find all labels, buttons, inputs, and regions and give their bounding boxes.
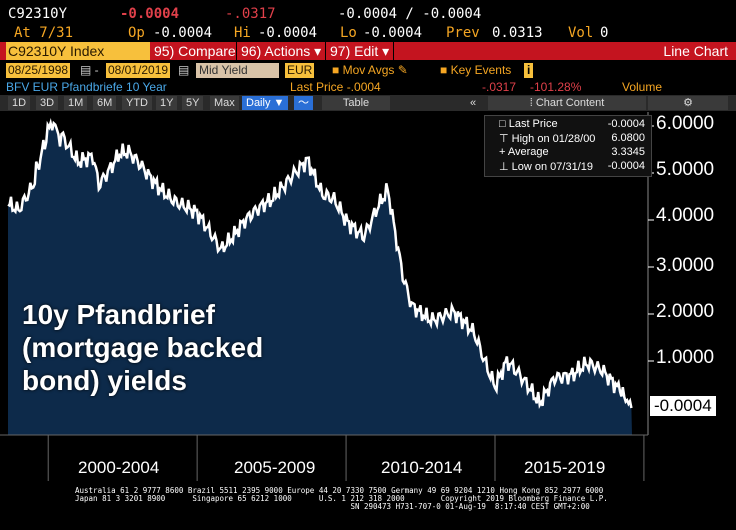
- y-tick-label: 1.0000: [656, 347, 715, 368]
- y-tick-label: 5.0000: [656, 159, 715, 180]
- x-group-label: 2015-2019: [524, 458, 606, 477]
- volume-value: 0: [600, 25, 609, 41]
- volume-label: Volume: [622, 80, 663, 94]
- tab-1d[interactable]: 1D: [8, 96, 31, 110]
- annotation-line: (mortgage backed: [22, 332, 264, 363]
- volume-label: Vol: [568, 25, 594, 41]
- ticker: C92310Y: [8, 6, 68, 22]
- info-icon[interactable]: i: [524, 63, 534, 78]
- annotation-line: bond) yields: [22, 365, 187, 396]
- last-value: -0.0004: [120, 6, 180, 22]
- pct-change-label: -101.28%: [530, 80, 582, 94]
- controls-row: 08/25/1998 ▤ - 08/01/2019 ▤ Mid Yield EU…: [0, 63, 736, 79]
- calendar-icon[interactable]: ▤ -: [80, 63, 99, 77]
- last-price-tag: -0.0004: [650, 396, 716, 416]
- end-date-input[interactable]: 08/01/2019: [106, 63, 171, 78]
- high-value: -0.0004: [258, 25, 318, 41]
- legend-label: High on 01/28/00: [511, 133, 596, 145]
- toolbar: C92310Y Index 95) Compare 96) Actions ▾ …: [0, 42, 736, 60]
- tab-max[interactable]: Max: [210, 96, 239, 110]
- legend-value: 3.3345: [611, 146, 645, 158]
- calendar-icon[interactable]: ▤: [178, 63, 190, 77]
- chart-content-label: Chart Content: [535, 97, 605, 109]
- y-tick-label: 4.0000: [656, 205, 715, 226]
- key-events-label: Key Events: [450, 63, 512, 77]
- legend-value: -0.0004: [607, 160, 645, 172]
- annotation-text: 10y Pfandbrief (mortgage backed bond) yi…: [22, 298, 263, 397]
- chart-legend: □ Last Price -0.0004 ⊤ High on 01/28/00 6.…: [484, 115, 652, 177]
- prev-label: Prev: [446, 25, 480, 41]
- prev-value: 0.0313: [492, 25, 543, 41]
- x-group-label: 2000-2004: [78, 458, 160, 477]
- x-group-label: 2005-2009: [234, 458, 316, 477]
- collapse-icon[interactable]: «: [470, 97, 477, 109]
- legend-last-price: □ Last Price -0.0004: [499, 118, 645, 130]
- chart-type-label: Line Chart: [663, 43, 728, 59]
- legend-high: ⊤ High on 01/28/00 6.0800: [499, 132, 645, 145]
- line-chart-icon[interactable]: 〜: [294, 96, 313, 110]
- bid-ask: -0.0004 / -0.0004: [338, 6, 482, 22]
- as-of-date: At 7/31: [14, 25, 74, 41]
- field-select[interactable]: Mid Yield: [196, 63, 279, 78]
- mov-avgs-toggle[interactable]: ■ Mov Avgs ✎: [332, 63, 408, 77]
- mov-avgs-label: Mov Avgs: [342, 63, 395, 77]
- start-date-input[interactable]: 08/25/1998: [6, 63, 71, 78]
- high-label: Hi: [234, 25, 251, 41]
- footer: Australia 61 2 9777 8600 Brazil 5511 239…: [75, 487, 608, 511]
- footer-line: Japan 81 3 3201 8900 Singapore 65 6212 1…: [75, 494, 608, 503]
- table-button[interactable]: Table: [322, 96, 390, 110]
- tab-1y[interactable]: 1Y: [156, 96, 178, 110]
- info-line: BFV EUR Pfandbriefe 10 Year Last Price -…: [0, 80, 736, 94]
- y-tick-label: 2.0000: [656, 301, 715, 322]
- tab-ytd[interactable]: YTD: [122, 96, 152, 110]
- open-label: Op: [128, 25, 145, 41]
- legend-label: Last Price: [508, 118, 558, 130]
- x-group-label: 2010-2014: [381, 458, 463, 477]
- legend-low: ⊥ Low on 07/31/19 -0.0004: [499, 160, 645, 173]
- tab-3d[interactable]: 3D: [36, 96, 59, 110]
- frequency-select[interactable]: Daily ▼: [242, 96, 289, 110]
- low-label: Lo: [340, 25, 357, 41]
- legend-label: Average: [507, 146, 549, 158]
- security-field[interactable]: C92310Y Index: [6, 42, 150, 60]
- legend-value: 6.0800: [611, 132, 645, 144]
- change-value: -.0317: [225, 6, 276, 22]
- y-tick-label: 6.0000: [656, 113, 715, 134]
- edit-button[interactable]: 97) Edit ▾: [325, 42, 395, 60]
- currency-select[interactable]: EUR: [285, 63, 315, 78]
- settings-gear-icon[interactable]: ⚙: [648, 96, 728, 110]
- actions-button[interactable]: 96) Actions ▾: [236, 42, 325, 60]
- legend-average: + Average 3.3345: [499, 146, 645, 158]
- security-name: BFV EUR Pfandbriefe 10 Year: [6, 80, 167, 94]
- period-tabs: 1D 3D 1M 6M YTD 1Y 5Y Max Daily ▼ 〜 Tabl…: [0, 95, 736, 111]
- compare-button[interactable]: 95) Compare: [154, 43, 236, 59]
- tab-1m[interactable]: 1M: [64, 96, 88, 110]
- open-value: -0.0004: [153, 25, 213, 41]
- last-price-label: Last Price -.0004: [290, 80, 381, 94]
- y-tick-label: 3.0000: [656, 255, 715, 276]
- footer-line: Australia 61 2 9777 8600 Brazil 5511 239…: [75, 486, 604, 495]
- low-value: -0.0004: [363, 25, 423, 41]
- legend-label: Low on 07/31/19: [511, 161, 593, 173]
- chart-content-button[interactable]: ⁞ Chart Content: [488, 96, 646, 110]
- series-line: [7, 117, 633, 410]
- annotation-line: 10y Pfandbrief: [22, 299, 215, 330]
- area-fill: [8, 122, 632, 436]
- key-events-toggle[interactable]: ■ Key Events: [440, 63, 512, 77]
- tab-5y[interactable]: 5Y: [182, 96, 204, 110]
- change-label: -.0317: [482, 80, 517, 94]
- legend-value: -0.0004: [607, 118, 645, 130]
- footer-line: SN 290473 H731-707-0 01-Aug-19 8:17:40 C…: [75, 502, 590, 511]
- tab-6m[interactable]: 6M: [93, 96, 117, 110]
